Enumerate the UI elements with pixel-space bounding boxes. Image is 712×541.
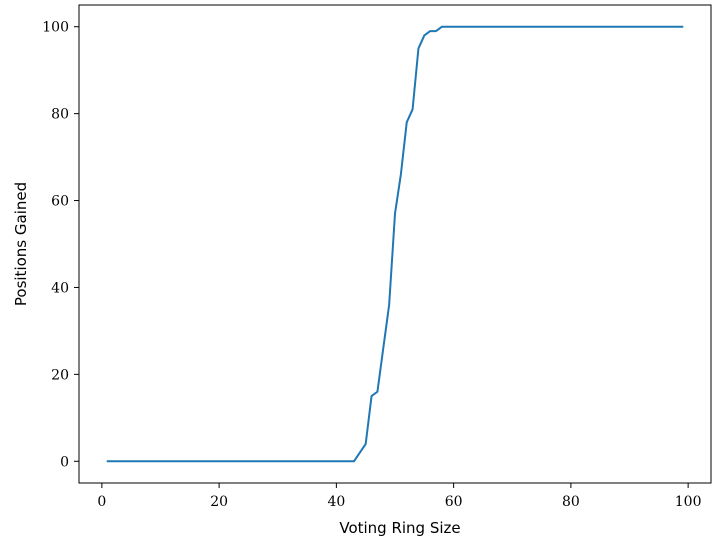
x-tick-label: 100 xyxy=(675,494,702,510)
y-axis-label: Positions Gained xyxy=(12,182,30,306)
y-tick-label: 20 xyxy=(51,367,69,383)
y-tick-label: 100 xyxy=(42,20,69,36)
series-layer xyxy=(106,25,684,463)
y-tick-label: 0 xyxy=(60,454,69,470)
axes-frame xyxy=(78,4,712,484)
x-axis-ticks: 0 20 40 60 80 100 xyxy=(97,483,702,510)
plot-area xyxy=(78,4,712,484)
x-axis-label: Voting Ring Size xyxy=(339,519,460,537)
y-axis-ticks: 0 20 40 60 80 100 xyxy=(42,20,79,470)
x-tick-label: 0 xyxy=(97,494,106,510)
x-tick-label: 80 xyxy=(562,494,580,510)
y-tick-label: 80 xyxy=(51,107,69,123)
x-tick-label: 20 xyxy=(210,494,228,510)
series-line xyxy=(106,25,684,463)
x-tick-label: 60 xyxy=(445,494,463,510)
y-tick-label: 60 xyxy=(51,194,69,210)
y-tick-label: 40 xyxy=(51,280,69,296)
x-tick-label: 40 xyxy=(327,494,345,510)
